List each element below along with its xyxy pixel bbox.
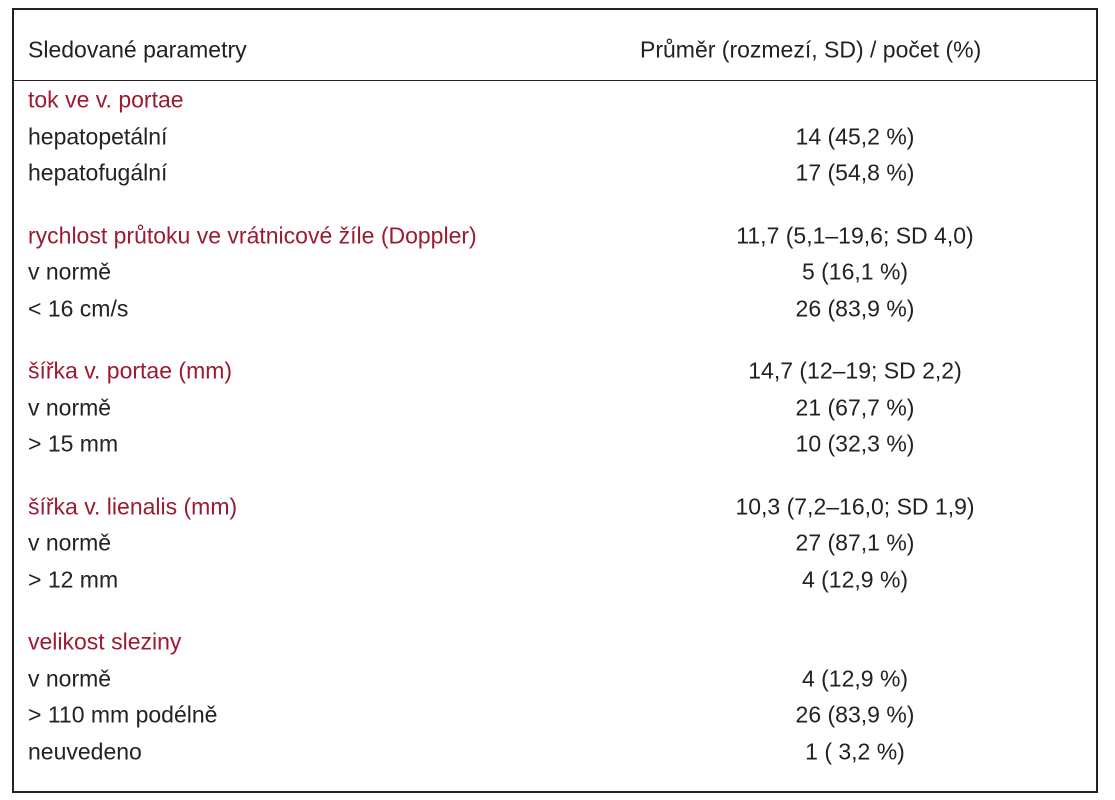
row-value: 26 (83,9 %) bbox=[795, 701, 915, 728]
section-value: 10,3 (7,2–16,0; SD 1,9) bbox=[735, 493, 975, 519]
row-label: v normě bbox=[28, 258, 112, 285]
row-label: v normě bbox=[28, 394, 112, 420]
row-value: 5 (16,1 %) bbox=[801, 258, 909, 285]
header-cell: Sledované parametry bbox=[28, 36, 247, 63]
section-title: rychlost průtoku ve vrátnicové žíle (Dop… bbox=[28, 222, 477, 248]
row-value: 4 (12,9 %) bbox=[801, 665, 909, 691]
header-cell: Průměr (rozmezí, SD) / počet (%) bbox=[640, 36, 982, 63]
row-label: v normě bbox=[28, 529, 112, 556]
row-value: 21 (67,7 %) bbox=[795, 394, 915, 420]
header-rule bbox=[14, 80, 1096, 81]
section-title: tok ve v. portae bbox=[28, 86, 184, 113]
row-value: 14 (45,2 %) bbox=[795, 123, 915, 149]
row-value: 26 (83,9 %) bbox=[795, 295, 915, 321]
row-value: 1 ( 3,2 %) bbox=[805, 738, 905, 764]
row-label: < 16 cm/s bbox=[28, 295, 129, 321]
row-label: neuvedeno bbox=[28, 738, 142, 764]
row-value: 10 (32,3 %) bbox=[795, 430, 915, 457]
section-value: 14,7 (12–19; SD 2,2) bbox=[748, 357, 962, 384]
row-value: 4 (12,9 %) bbox=[801, 566, 909, 592]
row-value: 27 (87,1 %) bbox=[795, 529, 915, 556]
row-value: 17 (54,8 %) bbox=[795, 159, 915, 186]
section-title: šířka v. portae (mm) bbox=[28, 357, 233, 384]
section-title: velikost sleziny bbox=[28, 628, 182, 655]
row-label: v normě bbox=[28, 665, 112, 691]
section-title: šířka v. lienalis (mm) bbox=[28, 493, 238, 519]
row-label: > 110 mm podélně bbox=[28, 701, 218, 728]
row-label: hepatofugální bbox=[28, 159, 168, 186]
section-value: 11,7 (5,1–19,6; SD 4,0) bbox=[736, 222, 974, 248]
row-label: > 15 mm bbox=[28, 430, 119, 457]
table-frame bbox=[12, 8, 1098, 793]
row-label: > 12 mm bbox=[28, 566, 119, 592]
row-label: hepatopetální bbox=[28, 123, 168, 149]
